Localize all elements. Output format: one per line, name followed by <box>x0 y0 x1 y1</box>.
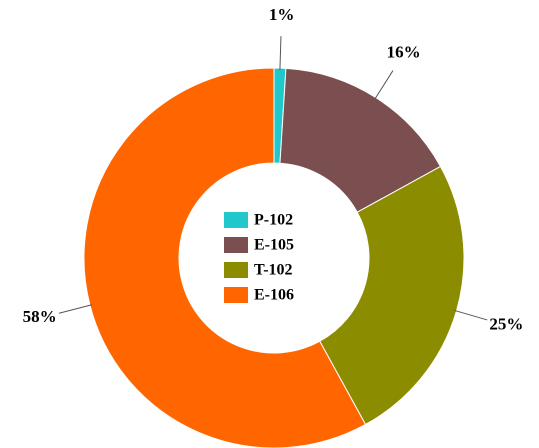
leader-line <box>58 304 93 314</box>
legend-swatch <box>224 212 248 228</box>
legend-swatch <box>224 262 248 278</box>
leader-line <box>279 36 282 71</box>
leader-line <box>374 70 394 100</box>
data-label: 25% <box>489 314 523 333</box>
legend-label: T-102 <box>254 262 293 279</box>
donut-slice <box>279 67 442 213</box>
data-label: 16% <box>387 43 421 62</box>
data-label: 58% <box>23 307 57 326</box>
legend-swatch <box>224 237 248 253</box>
legend-label: E-106 <box>254 287 294 304</box>
leader-line <box>454 309 488 321</box>
donut-slice <box>319 165 465 426</box>
legend-swatch <box>224 287 248 303</box>
legend-label: E-105 <box>254 237 294 254</box>
legend-label: P-102 <box>254 212 293 229</box>
data-label: 1% <box>269 5 295 24</box>
donut-slice <box>83 67 367 448</box>
